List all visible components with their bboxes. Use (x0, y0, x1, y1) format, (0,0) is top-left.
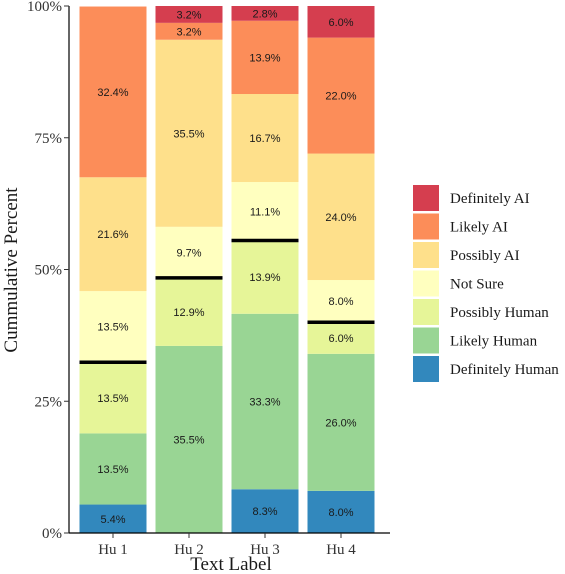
bar-segment (307, 353, 375, 491)
segment-value-label: 13.5% (97, 393, 128, 405)
bar-segment (79, 291, 147, 363)
legend-item: Possibly Human (413, 299, 549, 325)
legend-swatch (413, 299, 439, 325)
segment-value-label: 13.5% (97, 322, 128, 334)
bar-segment (155, 39, 223, 227)
segment-value-label: 13.9% (249, 272, 280, 284)
legend-label: Possibly Human (450, 305, 549, 321)
segment-value-label: 6.0% (328, 17, 353, 29)
bar-segment (307, 37, 375, 154)
bar-segment (231, 182, 299, 241)
x-tick-label: Hu 4 (326, 542, 356, 558)
x-tick-label: Hu 1 (98, 542, 128, 558)
segment-value-label: 8.0% (328, 507, 353, 519)
segment-value-label: 12.9% (173, 307, 204, 319)
y-ticks-group: 0% 25% 50% 75% 100% (27, 0, 69, 542)
segment-value-label: 24.0% (325, 212, 356, 224)
segment-value-label: 5.4% (100, 514, 125, 526)
bar-segment (79, 504, 147, 533)
legend-label: Possibly AI (450, 248, 520, 264)
legend-item: Possibly AI (413, 242, 520, 268)
segment-value-label: 35.5% (173, 434, 204, 446)
segment-value-label: 9.7% (176, 247, 201, 259)
bars-group (79, 6, 375, 533)
legend-swatch (413, 185, 439, 211)
legend-item: Definitely Human (413, 356, 559, 382)
segment-value-label: 11.1% (250, 206, 281, 218)
bar-segment (155, 277, 223, 346)
legend-label: Not Sure (450, 277, 504, 293)
bar-segment (231, 240, 299, 314)
x-axis-title: Text Label (190, 554, 272, 574)
legend-swatch (413, 213, 439, 240)
segment-value-label: 6.0% (328, 333, 353, 345)
y-tick-label: 75% (35, 131, 63, 147)
legend-label: Definitely Human (450, 362, 559, 378)
bar-segment (307, 322, 375, 354)
legend-label: Likely Human (450, 334, 538, 350)
bar-segment (231, 20, 299, 95)
bar-segment (79, 433, 147, 505)
marker-lines-group (79, 238, 375, 365)
bar-segment (155, 22, 223, 40)
legend-label: Definitely AI (450, 191, 530, 207)
bar-segment (307, 490, 375, 533)
legend-swatch (413, 242, 439, 268)
segment-labels-group: 5.4% 13.5% 13.5% 13.5% 21.6% 32.4% 35.5% 12.9% 9… (97, 8, 356, 525)
segment-value-label: 32.4% (97, 87, 128, 99)
segment-value-label: 33.3% (249, 397, 280, 409)
segment-value-label: 13.9% (249, 52, 280, 64)
x-tick-label: Hu 3 (250, 542, 280, 558)
bar-segment (155, 6, 223, 23)
bar-segment (155, 226, 223, 278)
segment-value-label: 22.0% (325, 91, 356, 103)
bar-segment (79, 6, 147, 178)
legend-label: Likely AI (450, 220, 508, 236)
x-ticks-group: Hu 1 Hu 2 Hu 3 Hu 4 (98, 533, 356, 558)
bar-segment (79, 362, 147, 434)
legend-swatch (413, 356, 439, 382)
legend-item: Definitely AI (413, 185, 530, 211)
segment-value-label: 3.2% (176, 26, 201, 38)
segment-value-label: 35.5% (173, 128, 204, 140)
legend-item: Not Sure (413, 270, 504, 297)
segment-value-label: 8.0% (328, 296, 353, 308)
bar-segment (307, 153, 375, 281)
y-tick-label: 25% (35, 394, 63, 410)
segment-value-label: 16.7% (249, 133, 280, 145)
legend-swatch (413, 327, 439, 354)
legend-item: Likely Human (413, 327, 538, 354)
bar-segment (231, 6, 299, 21)
segment-value-label: 8.3% (252, 506, 277, 518)
legend: Definitely AI Likely AI Possibly AI Not Sur… (413, 185, 559, 382)
y-tick-label: 0% (42, 526, 62, 542)
bar-segment (231, 94, 299, 183)
x-tick-label: Hu 2 (174, 542, 204, 558)
segment-value-label: 26.0% (325, 417, 356, 429)
segment-value-label: 3.2% (176, 9, 201, 21)
segment-value-label: 21.6% (97, 229, 128, 241)
y-axis-title: Cummulative Percent (1, 187, 22, 353)
bar-segment (231, 489, 299, 533)
bar-segment (307, 6, 375, 38)
y-tick-label: 50% (35, 263, 63, 279)
bar-segment (231, 313, 299, 490)
bar-segment (155, 345, 223, 533)
segment-value-label: 2.8% (252, 8, 277, 20)
legend-swatch (413, 270, 439, 297)
bar-segment (307, 280, 375, 323)
bar-segment (79, 177, 147, 292)
legend-item: Likely AI (413, 213, 508, 240)
y-tick-label: 100% (27, 0, 62, 15)
segment-value-label: 13.5% (97, 464, 128, 476)
